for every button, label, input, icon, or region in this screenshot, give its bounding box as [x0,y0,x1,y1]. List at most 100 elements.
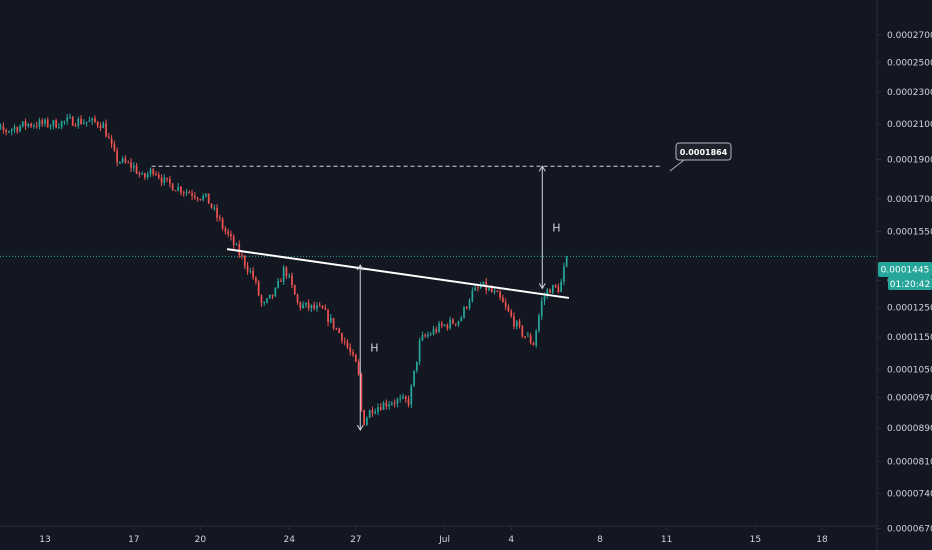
candle-body [230,234,232,237]
candle-body [77,118,80,126]
candle-body [316,305,318,309]
candle-body [113,143,116,151]
candle-body [391,402,393,405]
candle-body [460,317,463,322]
candle-body [471,290,474,301]
candle-body [180,186,182,193]
y-tick-label: 0.0001700 [887,195,932,205]
candle-body [318,305,321,307]
target-callout-pointer [669,159,685,172]
candle-body [490,288,493,292]
candle-body [563,266,565,282]
candle-body [465,306,468,308]
candle-body [135,165,138,174]
candle-body [2,126,5,130]
candle-body [166,177,168,179]
candle-body [85,121,88,123]
candle-body [440,323,443,326]
candle-body [285,267,288,276]
candle-body [224,228,227,232]
current-price-tag: 0.0001445 01:20:42 [878,262,932,290]
candle-body [496,291,499,293]
candle-body [402,396,404,399]
candle-body [105,123,107,137]
candle-body [255,277,257,282]
candle-body [499,291,501,298]
time-axis[interactable]: 13 17 20 24 27 Jul 4 8 11 15 18 [39,526,828,545]
countdown-tag-bg [888,277,932,290]
candle-body [27,123,30,127]
y-tick-label: 0.0001150 [887,333,932,343]
candle-body [382,402,385,410]
candle-body [410,385,413,405]
candle-body [343,341,346,343]
candle-body [119,162,121,164]
candle-body [304,302,307,305]
candle-body [44,119,46,124]
candle-body [543,296,546,301]
candle-body [529,335,532,343]
candle-body [96,121,99,126]
candle-body [169,178,171,184]
candle-body [507,306,510,312]
candle-body [379,407,382,410]
candle-body [393,402,396,404]
candle-body [429,334,432,336]
candle-body [396,399,399,404]
candle-body [16,127,19,132]
candle-body [280,280,282,282]
x-tick-label: 17 [128,535,139,545]
candle-body [260,295,263,304]
candle-body [69,116,71,118]
candle-body [338,328,341,333]
candle-body [532,342,535,346]
current-price-label: 0.0001445 [881,266,930,276]
candle-body [185,191,188,193]
candle-body [221,218,224,229]
candle-body [268,294,271,299]
candle-body [404,396,407,400]
candle-body [296,294,299,303]
candle-body [438,323,440,332]
candle-body [293,285,296,295]
y-tick-label: 0.0002500 [887,58,932,68]
candle-body [546,289,549,297]
candle-body [74,125,77,127]
candle-body [324,308,327,310]
measure-label-h: H [552,221,560,234]
candle-body [313,304,316,309]
y-tick-label: 0.0001550 [887,228,932,238]
candle-body [302,304,304,308]
candle-body [363,409,365,425]
candle-body [477,287,479,289]
candle-body [0,126,2,128]
candle-body [138,173,141,175]
x-tick-label: 18 [816,535,828,545]
candle-body [241,255,243,257]
candle-body [385,402,388,407]
candle-body [371,410,374,414]
annotations-layer: HH [0,165,877,431]
candle-body [263,302,266,304]
y-tick-label: 0.0000970 [887,394,932,404]
candle-body [102,123,105,129]
candle-body [232,236,235,246]
candle-body [107,136,110,139]
candle-body [141,173,143,175]
candle-body [366,417,368,425]
candle-body [257,281,260,296]
candle-body [502,297,504,303]
candle-body [252,270,254,278]
measure-arrow-head-top [538,165,546,172]
candle-body [510,311,513,317]
target-callout-label: 0.0001864 [680,148,728,157]
countdown-label: 01:20:42 [890,280,930,290]
candle-body [565,256,568,267]
candle-body [432,329,435,335]
candle-body [124,158,127,163]
candle-body [80,118,82,124]
candle-body [30,123,32,127]
candle-body [335,328,338,330]
candle-body [41,120,44,124]
candle-body [291,275,293,286]
